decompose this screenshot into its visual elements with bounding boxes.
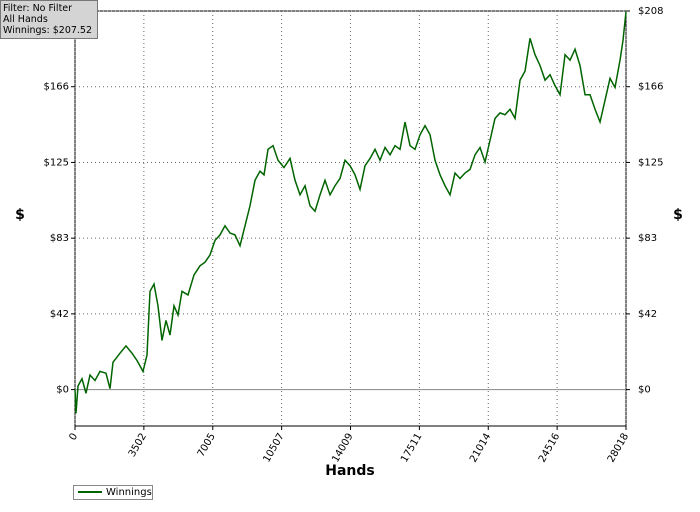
x-tick-label: 0: [67, 432, 80, 443]
x-tick-label: 14009: [330, 432, 355, 465]
legend-label: Winnings: [106, 487, 152, 498]
y2-tick-label: $0: [638, 385, 651, 396]
y-tick-label: $0: [56, 385, 69, 396]
x-tick-label: 28018: [606, 432, 631, 465]
legend: Winnings: [73, 485, 153, 500]
x-tick-label: 10507: [261, 432, 286, 465]
y2-axis-label: $: [673, 207, 683, 223]
x-tick-label: 7005: [196, 432, 218, 460]
info-line: Filter: No Filter: [3, 3, 73, 14]
info-line: Winnings: $207.52: [3, 25, 93, 36]
x-tick-label: 17511: [399, 432, 424, 465]
x-axis-label: Hands: [325, 463, 375, 479]
legend-swatch: [78, 491, 102, 493]
y2-tick-label: $125: [638, 157, 663, 168]
y2-tick-label: $208: [638, 6, 663, 17]
info-line: All Hands: [3, 14, 48, 25]
info-box: Filter: No Filter All Hands Winnings: $2…: [0, 0, 98, 39]
y2-tick-label: $83: [638, 233, 657, 244]
y2-tick-label: $166: [638, 82, 663, 93]
y-axis-label: $: [15, 207, 25, 223]
y2-tick-label: $42: [638, 309, 657, 320]
x-tick-label: 24516: [537, 432, 562, 465]
x-tick-label: 3502: [127, 432, 149, 460]
series-line: [74, 11, 627, 414]
y-tick-label: $42: [50, 309, 69, 320]
y-tick-label: $83: [50, 233, 69, 244]
y-tick-label: $125: [44, 157, 69, 168]
x-tick-label: 21014: [468, 432, 493, 465]
y-tick-label: $166: [44, 82, 69, 93]
